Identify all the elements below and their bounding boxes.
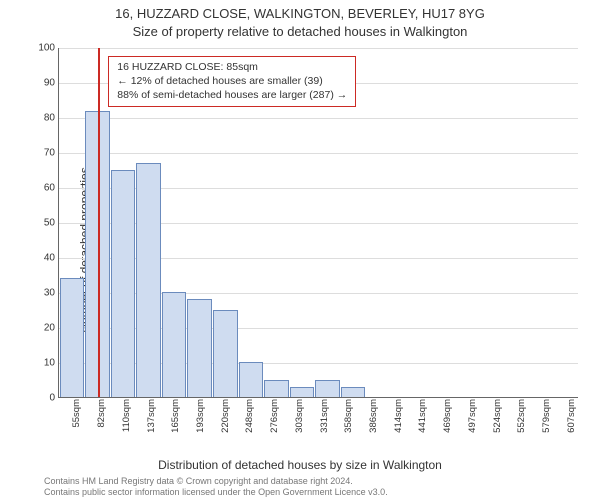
- histogram-bar: [239, 362, 264, 397]
- x-tick-label: 331sqm: [319, 399, 330, 433]
- x-tick-label: 165sqm: [170, 399, 181, 433]
- y-tick-label: 90: [15, 78, 59, 89]
- x-ticks-group: 55sqm 82sqm 110sqm 137sqm 165sqm 193sqm 220sqm…: [59, 397, 578, 457]
- y-tick-label: 0: [15, 393, 59, 404]
- y-tick-label: 40: [15, 253, 59, 264]
- histogram-bar: [290, 387, 315, 397]
- plot-area: 010203040506070809010055sqm82sqm110sqm13…: [58, 48, 578, 398]
- histogram-bar: [60, 278, 85, 397]
- y-tick-label: 30: [15, 288, 59, 299]
- x-tick-label: 386sqm: [368, 399, 379, 433]
- annotation-line2: ← 12% of detached houses are smaller (39…: [117, 74, 347, 88]
- y-tick-label: 60: [15, 183, 59, 194]
- chart-title-line2: Size of property relative to detached ho…: [0, 24, 600, 39]
- annotation-line3: 88% of semi-detached houses are larger (…: [117, 88, 347, 102]
- y-tick-label: 20: [15, 323, 59, 334]
- chart-container: 16, HUZZARD CLOSE, WALKINGTON, BEVERLEY,…: [0, 0, 600, 500]
- histogram-bar: [315, 380, 340, 397]
- histogram-bar: [136, 163, 161, 397]
- x-tick-label: 441sqm: [417, 399, 428, 433]
- y-tick-label: 70: [15, 148, 59, 159]
- x-tick-label: 248sqm: [244, 399, 255, 433]
- x-tick-label: 303sqm: [294, 399, 305, 433]
- x-tick-label: 55sqm: [71, 399, 82, 428]
- x-tick-label: 497sqm: [467, 399, 478, 433]
- x-tick-label: 524sqm: [492, 399, 503, 433]
- histogram-bar: [111, 170, 136, 397]
- y-tick-label: 100: [15, 43, 59, 54]
- x-tick-label: 220sqm: [220, 399, 231, 433]
- histogram-bar: [213, 310, 238, 397]
- marker-line: [98, 48, 100, 397]
- histogram-bar: [341, 387, 366, 397]
- y-tick-label: 50: [15, 218, 59, 229]
- x-tick-label: 414sqm: [393, 399, 404, 433]
- chart-title-line1: 16, HUZZARD CLOSE, WALKINGTON, BEVERLEY,…: [0, 6, 600, 21]
- annotation-line1: 16 HUZZARD CLOSE: 85sqm: [117, 60, 347, 74]
- x-tick-label: 607sqm: [566, 399, 577, 433]
- y-tick-label: 80: [15, 113, 59, 124]
- x-axis-label: Distribution of detached houses by size …: [0, 458, 600, 472]
- y-tick-label: 10: [15, 358, 59, 369]
- attribution-text: Contains HM Land Registry data © Crown c…: [44, 476, 388, 499]
- x-tick-label: 358sqm: [343, 399, 354, 433]
- x-tick-label: 82sqm: [96, 399, 107, 428]
- x-tick-label: 552sqm: [516, 399, 527, 433]
- x-tick-label: 137sqm: [146, 399, 157, 433]
- annotation-box: 16 HUZZARD CLOSE: 85sqm← 12% of detached…: [108, 56, 356, 107]
- x-tick-label: 276sqm: [269, 399, 280, 433]
- x-tick-label: 110sqm: [121, 399, 132, 432]
- histogram-bar: [264, 380, 289, 397]
- attribution-line2: Contains public sector information licen…: [44, 487, 388, 498]
- x-tick-label: 579sqm: [541, 399, 552, 433]
- attribution-line1: Contains HM Land Registry data © Crown c…: [44, 476, 388, 487]
- x-tick-label: 193sqm: [195, 399, 206, 433]
- histogram-bar: [187, 299, 212, 397]
- x-tick-label: 469sqm: [442, 399, 453, 433]
- histogram-bar: [162, 292, 187, 397]
